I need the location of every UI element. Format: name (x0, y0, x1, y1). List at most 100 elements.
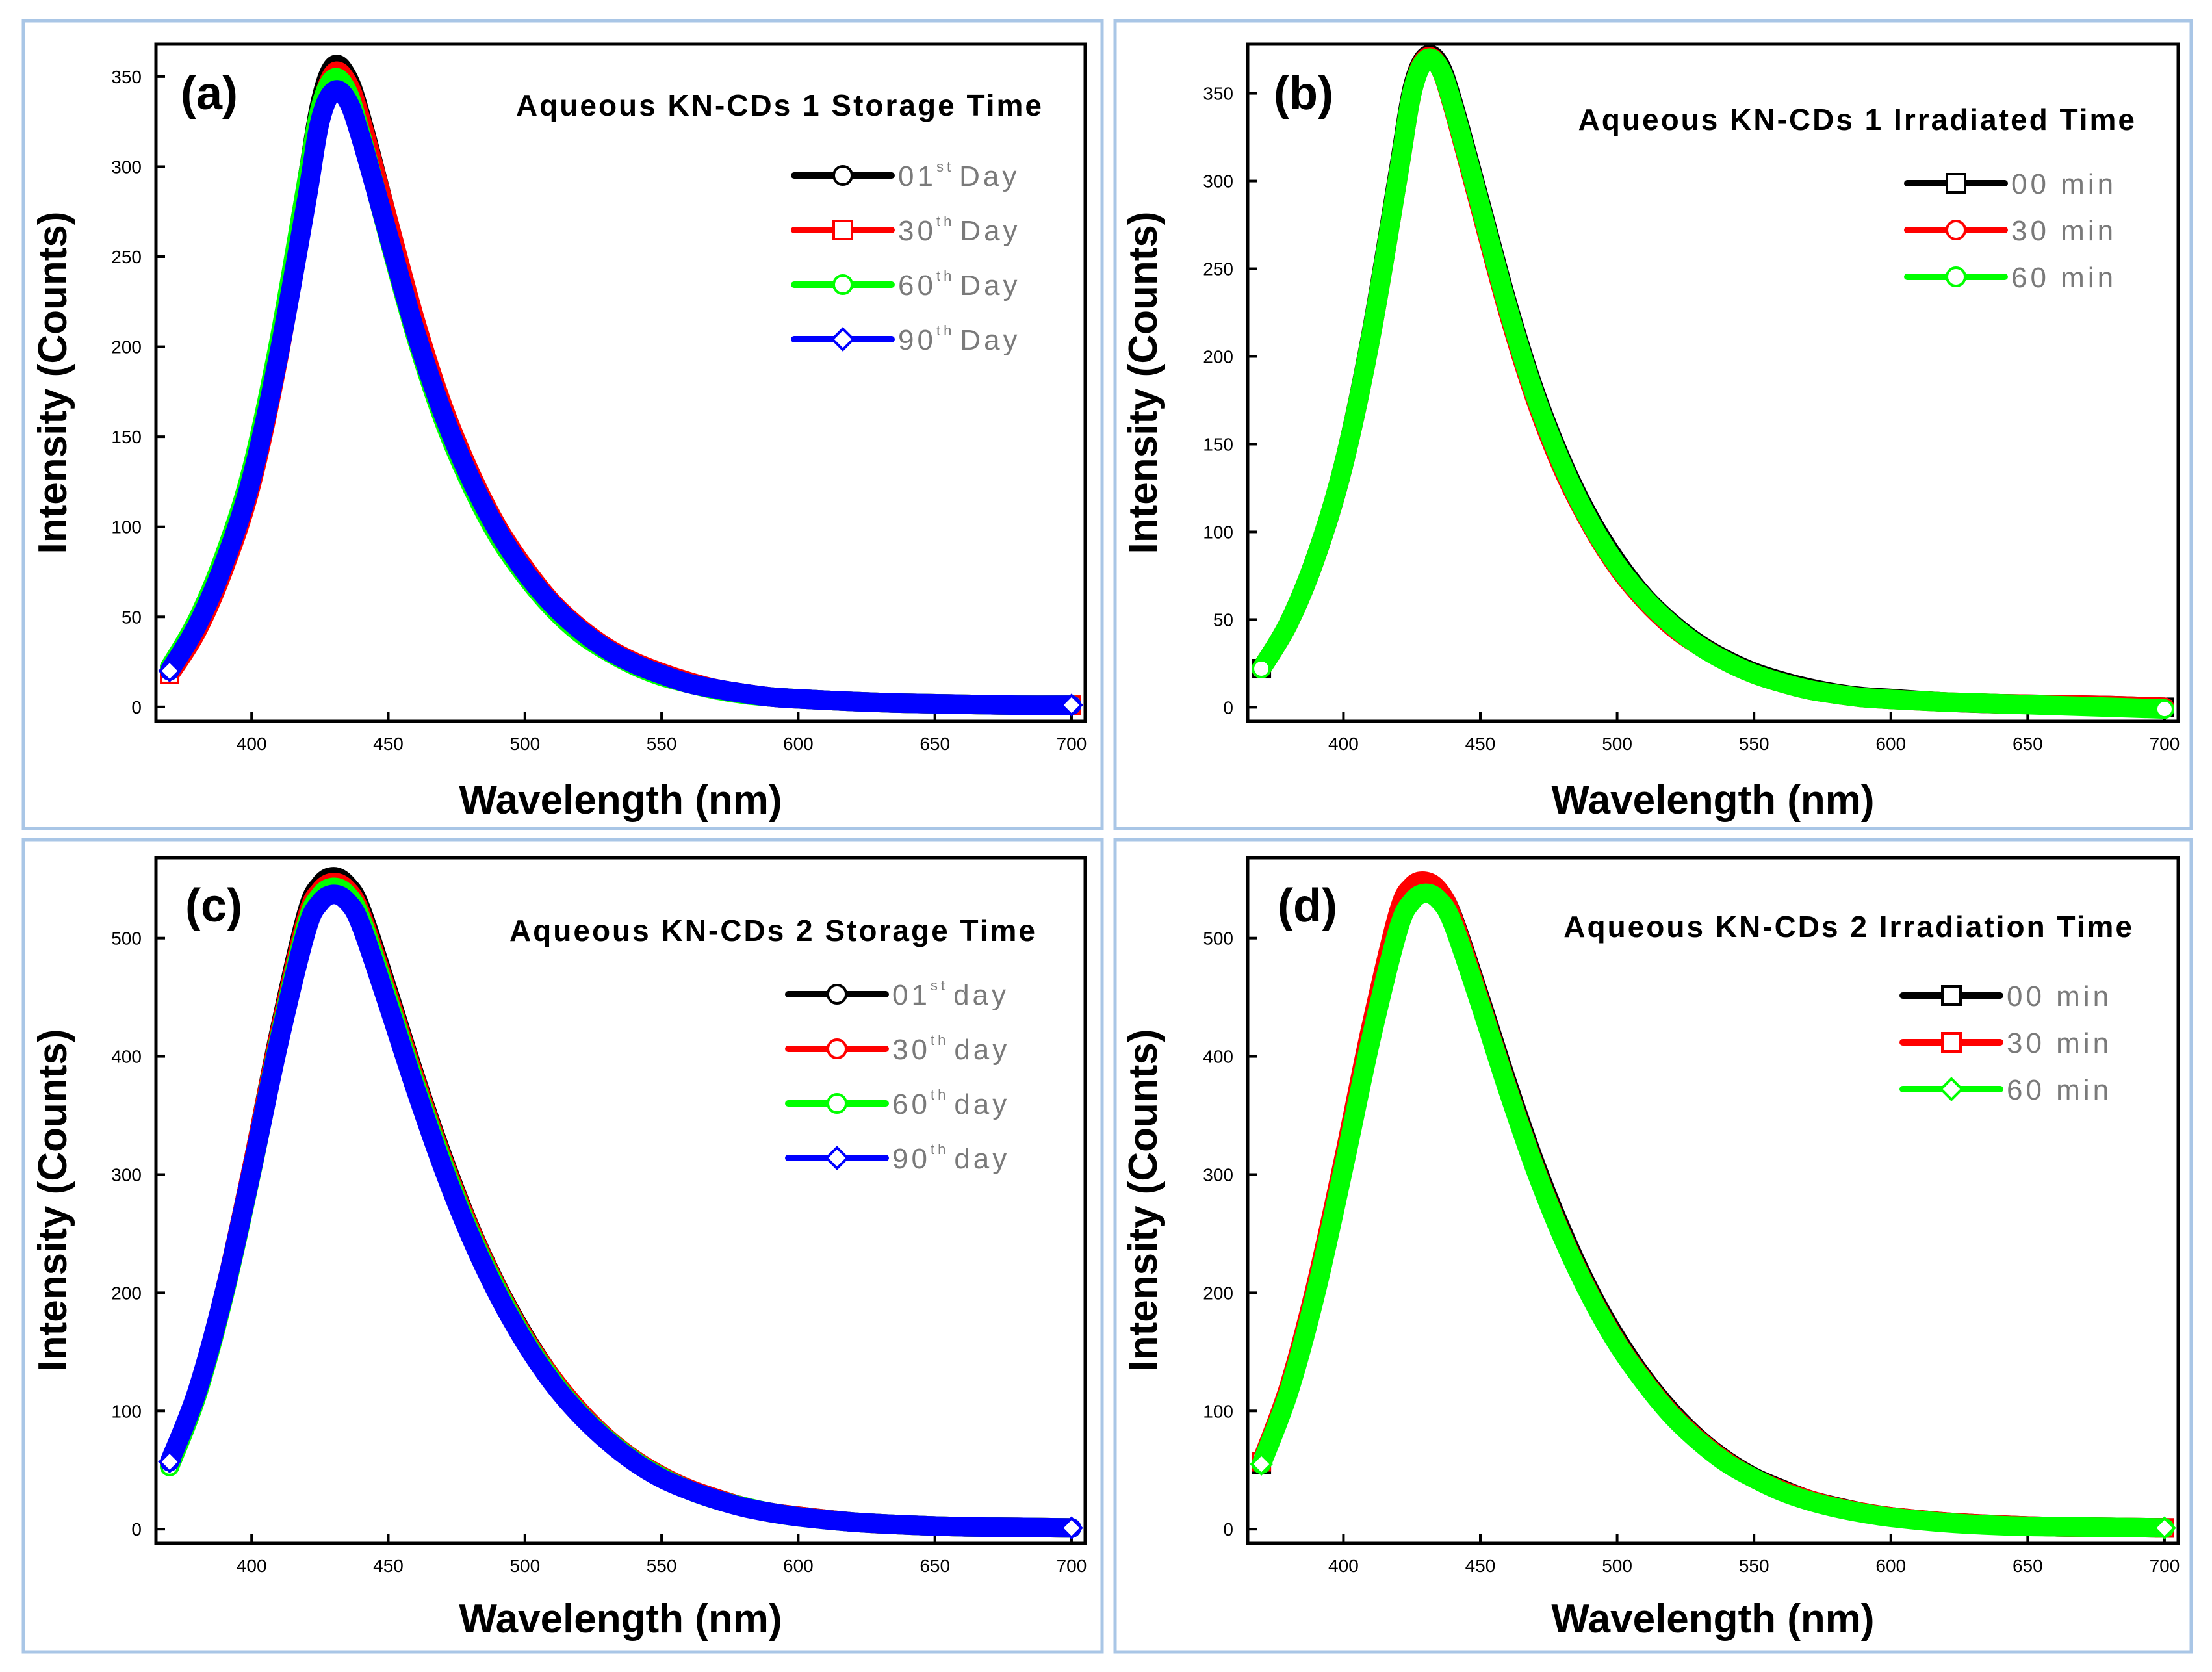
panel-d-series (1250, 871, 2176, 1540)
series-end-marker (1060, 693, 1083, 717)
panel-c: 400 450 500 550 600 650 700 0 100 200 300 400 500 (c… (21, 838, 1104, 1654)
panel-d-x-axis-title: Wavelength (nm) (1551, 1597, 1874, 1641)
legend-label: 30th Day (898, 213, 1021, 247)
legend-marker (827, 1038, 847, 1059)
legend-marker (827, 984, 847, 1005)
legend-marker (830, 327, 855, 352)
panel-d-y-axis-title: Intensity (Counts) (1121, 1029, 1166, 1372)
series-line-60-min (1252, 48, 2174, 719)
panel-c-title: Aqueous KN-CDs 2 Storage Time (509, 914, 1037, 947)
panel-d-label: (d) (1278, 880, 1337, 932)
legend-label-unit: day (953, 979, 1009, 1011)
x-tick-label: 650 (920, 1556, 950, 1576)
panel-d-title: Aqueous KN-CDs 2 Irradiation Time (1563, 910, 2134, 944)
legend-marker (1946, 220, 1966, 240)
legend-label-base: 60 (898, 270, 936, 302)
panel-b-frame (1113, 19, 2193, 830)
legend-label: 30 min (2007, 1027, 2112, 1059)
legend-label-base: 00 min (2007, 981, 2112, 1012)
legend-label-base: 60 (892, 1088, 931, 1120)
panel-d-frame (1113, 838, 2193, 1654)
y-tick-label: 250 (111, 247, 142, 267)
legend-label-sup: st (936, 159, 954, 175)
y-tick-label: 100 (111, 517, 142, 537)
legend-marker (1939, 1077, 1964, 1101)
x-tick-label: 450 (1465, 1556, 1496, 1576)
y-tick-label: 500 (1203, 929, 1233, 949)
panel-c-x-axis-title: Wavelength (nm) (459, 1597, 782, 1641)
legend-label-unit: day (954, 1143, 1010, 1175)
panel-c-frame (21, 838, 1104, 1654)
legend-label: 30th day (892, 1032, 1010, 1066)
panel-a-ticks: 400 450 500 550 600 650 700 0 50 100 150 200 250 300 3… (111, 67, 1087, 754)
x-tick-label: 550 (647, 734, 677, 754)
legend-label-unit: Day (960, 270, 1020, 302)
legend-label-unit: day (954, 1088, 1010, 1120)
panel-a-frame (21, 19, 1104, 830)
panel-a-series (158, 55, 1083, 717)
series-line-90th-day (160, 80, 1081, 715)
panel-d-legend: 00 min 30 min 60 min (1899, 981, 2112, 1106)
x-tick-label: 400 (1328, 1556, 1359, 1576)
legend-label-unit: Day (959, 161, 1020, 192)
legend-label-base: 30 (898, 215, 936, 247)
series-end-marker (1060, 1516, 1083, 1540)
x-tick-label: 650 (2013, 734, 2043, 754)
panel-c-series (158, 867, 1083, 1540)
legend-label-sup: th (936, 213, 955, 229)
y-tick-label: 0 (1223, 1519, 1233, 1539)
panel-c-ticks: 400 450 500 550 600 650 700 0 100 200 300 400 500 (111, 929, 1087, 1576)
panel-a-label: (a) (181, 68, 238, 120)
x-tick-label: 600 (1875, 1556, 1906, 1576)
panel-b-x-axis-title: Wavelength (nm) (1551, 778, 1874, 823)
legend-label: 01st day (892, 977, 1009, 1011)
legend-label-base: 30 min (2007, 1027, 2112, 1059)
panel-d-ticks: 400 450 500 550 600 650 700 0 100 200 300 400 500 (1203, 929, 2180, 1576)
series-line-60-min (1252, 883, 2174, 1538)
x-tick-label: 650 (920, 734, 950, 754)
legend-marker (825, 1146, 849, 1170)
y-tick-label: 100 (1203, 1401, 1233, 1421)
x-tick-label: 450 (1465, 734, 1496, 754)
legend-marker (1946, 173, 1966, 194)
legend-marker (832, 165, 853, 186)
y-tick-label: 100 (1203, 522, 1233, 542)
x-tick-label: 500 (509, 1556, 540, 1576)
y-tick-label: 200 (111, 1283, 142, 1303)
y-tick-label: 300 (1203, 172, 1233, 192)
legend-marker (1941, 985, 1962, 1006)
legend-label: 01st Day (898, 159, 1020, 192)
x-tick-label: 450 (373, 1556, 404, 1576)
y-tick-label: 150 (111, 427, 142, 447)
panel-b: 400 450 500 550 600 650 700 0 50 100 150 200 250 300 3… (1113, 19, 2193, 830)
y-tick-label: 350 (111, 67, 142, 87)
legend-label-base: 01 (892, 979, 931, 1011)
panel-b-label: (b) (1274, 68, 1333, 120)
x-tick-label: 450 (373, 734, 404, 754)
y-tick-label: 300 (111, 157, 142, 177)
y-tick-label: 50 (1213, 610, 1233, 630)
legend-label-base: 30 (892, 1034, 931, 1066)
legend-label-base: 90 (898, 324, 936, 356)
legend-label: 60 min (2011, 262, 2116, 294)
legend-label: 90th day (892, 1141, 1010, 1175)
legend-label: 00 min (2011, 168, 2116, 200)
y-tick-label: 0 (1223, 697, 1233, 717)
legend-label: 00 min (2007, 981, 2112, 1012)
y-tick-label: 100 (111, 1401, 142, 1421)
x-tick-label: 600 (783, 734, 814, 754)
y-tick-label: 200 (111, 337, 142, 357)
x-tick-label: 650 (2013, 1556, 2043, 1576)
x-tick-label: 700 (2150, 734, 2180, 754)
panel-b-y-axis-title: Intensity (Counts) (1121, 212, 1166, 554)
y-tick-label: 350 (1203, 84, 1233, 104)
panel-a: 400 450 500 550 600 650 700 0 50 100 150 200 250 300 3… (21, 19, 1104, 830)
x-tick-label: 500 (1602, 734, 1632, 754)
panel-a-plot-area (154, 42, 1087, 723)
legend-label-base: 60 min (2011, 262, 2116, 294)
legend-label-sup: th (931, 1141, 949, 1157)
series-start-marker (1252, 659, 1272, 679)
x-tick-label: 500 (509, 734, 540, 754)
